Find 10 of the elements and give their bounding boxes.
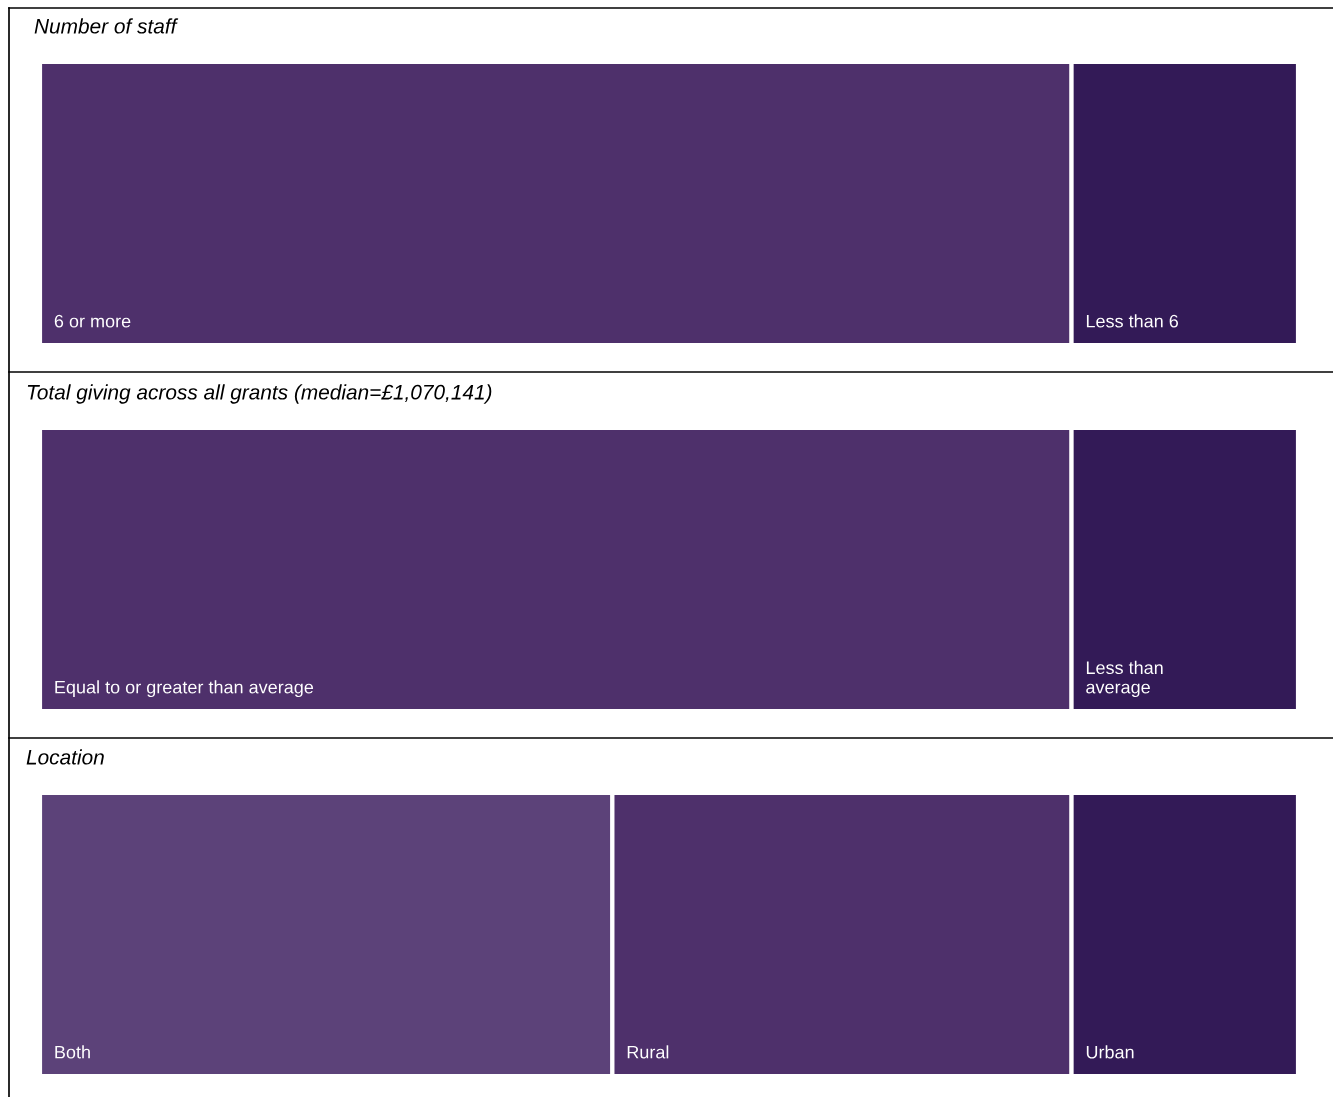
series-label: Rural bbox=[627, 1045, 669, 1059]
chart-title: Location bbox=[26, 749, 104, 765]
chart-title: Total giving across all grants (median=£1,070,141) bbox=[27, 384, 492, 404]
series-label: Both bbox=[55, 1045, 90, 1059]
series-label: Urban bbox=[1086, 1045, 1134, 1059]
series-label: Equal to or greater than average bbox=[55, 680, 314, 698]
series-label: Less than average bbox=[1086, 660, 1163, 698]
series-label: 6 or more bbox=[54, 314, 131, 328]
chart-title: Number of staff bbox=[34, 18, 179, 34]
series-label: Less than 6 bbox=[1086, 314, 1179, 328]
